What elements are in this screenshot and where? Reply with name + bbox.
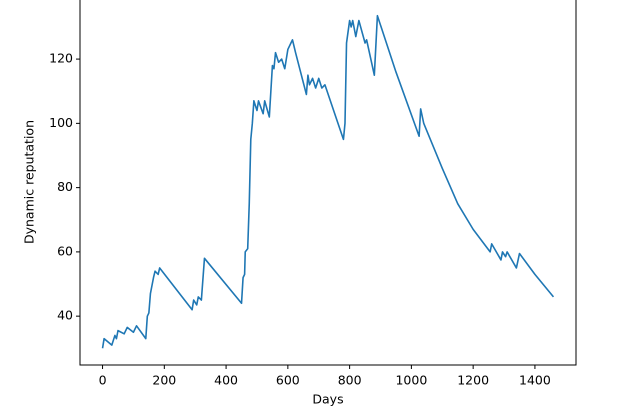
x-tick-label: 800 [338, 373, 362, 388]
x-tick-label: 1000 [395, 373, 427, 388]
x-tick-label: 0 [99, 373, 107, 388]
x-tick-label: 1200 [457, 373, 489, 388]
x-tick-label: 200 [152, 373, 176, 388]
x-tick-label: 400 [214, 373, 238, 388]
y-tick-label: 100 [49, 115, 73, 130]
y-tick-label: 60 [57, 243, 73, 258]
y-axis-label: Dynamic reputation [22, 120, 37, 244]
data-line [101, 14, 555, 349]
y-tick-label: 80 [57, 179, 73, 194]
y-tick-label: 40 [57, 308, 73, 323]
x-tick-label: 600 [276, 373, 300, 388]
x-tick-label: 1400 [519, 373, 551, 388]
x-axis-label: Days [312, 392, 343, 407]
axes-frame [79, 0, 577, 366]
y-tick-label: 120 [49, 51, 73, 66]
